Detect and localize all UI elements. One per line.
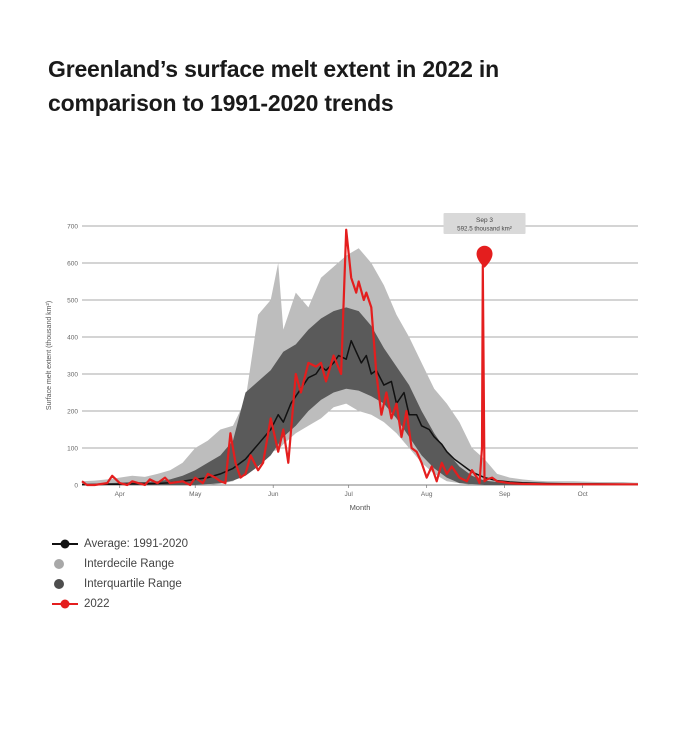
axes: 0 100 200 300 400 500 600 700 Apr May Jun Jul Aug Sep…: [46, 224, 588, 513]
annotation-callout: Sep 3 592.5 thousand km²: [443, 213, 526, 268]
x-tick-label-aug: Aug: [421, 491, 433, 498]
x-tick-label-sep: Sep: [499, 491, 511, 498]
x-tick-label-apr: Apr: [115, 491, 126, 498]
legend-item-interdecile[interactable]: Interdecile Range: [52, 554, 188, 574]
average-line: [82, 339, 638, 486]
legend: Average: 1991-2020 Interdecile Range Int…: [52, 534, 188, 614]
annotation-date: Sep 3: [476, 217, 493, 224]
legend-label-2022: 2022: [84, 598, 110, 610]
legend-label-interquartile: Interquartile Range: [84, 578, 182, 590]
legend-item-2022[interactable]: 2022: [52, 594, 188, 614]
series-lines: [81, 228, 638, 487]
x-axis-title: Month: [350, 503, 371, 512]
x-tick-label-may: May: [189, 491, 202, 498]
annotation-box: [443, 213, 526, 234]
y-tick-label: 400: [67, 335, 78, 342]
legend-label-average: Average: 1991-2020: [84, 538, 189, 550]
legend-item-average[interactable]: Average: 1991-2020: [52, 534, 188, 554]
legend-item-interquartile[interactable]: Interquartile Range: [52, 574, 188, 594]
range-bands: [82, 248, 638, 485]
annotation-marker: [476, 245, 493, 268]
y-axis-title: Surface melt extent (thousand km²): [46, 301, 53, 410]
x-tick-label-jul: Jul: [345, 491, 354, 498]
legend-label-interdecile: Interdecile Range: [84, 558, 175, 570]
chart-title: Greenland’s surface melt extent in 2022 …: [48, 56, 499, 116]
y-tick-label: 200: [67, 409, 78, 416]
y-tick-label: 300: [67, 372, 78, 379]
y-tick-label: 100: [67, 446, 78, 453]
y-tick-label: 600: [67, 261, 78, 268]
y-tick-label: 500: [67, 298, 78, 305]
x-tick-label-oct: Oct: [578, 491, 588, 498]
y-tick-label: 0: [74, 483, 78, 490]
y-tick-label: 700: [67, 224, 78, 231]
line-2022: [81, 228, 638, 487]
interquartile-band: [82, 307, 638, 485]
x-tick-label-jun: Jun: [268, 491, 279, 498]
annotation-value: 592.5 thousand km²: [457, 226, 512, 233]
